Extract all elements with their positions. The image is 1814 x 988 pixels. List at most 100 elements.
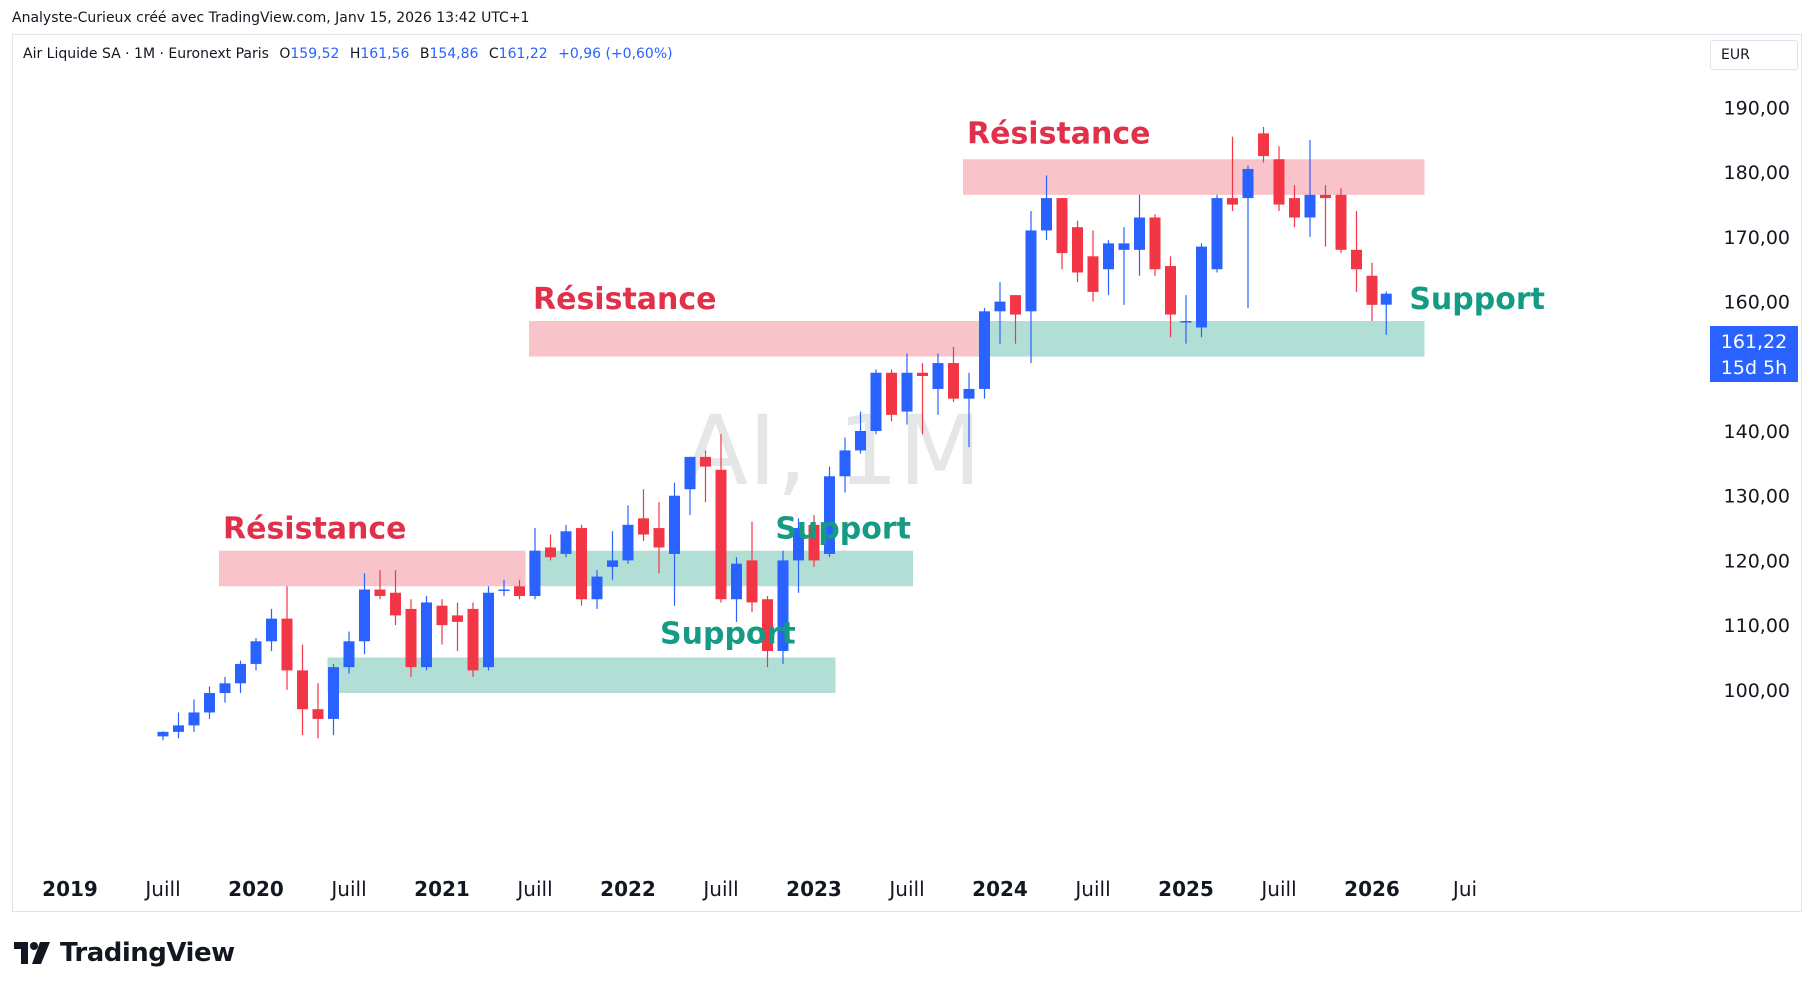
time-tick-label: 2020 [228,877,284,901]
candle [963,372,975,448]
candles-layer [157,126,1392,741]
candle [374,570,386,600]
candle-body [188,712,200,726]
candle-body [483,592,494,668]
candle-body [436,605,448,626]
chart-credit: Analyste-Curieux créé avec TradingView.c… [12,10,530,26]
candle [467,602,479,677]
candle-body [948,363,959,399]
candle [793,518,804,593]
candle-body [498,589,510,592]
candle [1134,194,1145,276]
candle [297,644,308,736]
candle-body [638,518,649,535]
candle [498,579,510,596]
candle [188,699,200,732]
candle-body [281,618,293,671]
chart-panel[interactable] [12,34,1802,912]
candle-body [994,301,1006,312]
candle-body [328,667,339,719]
candle-body [1041,198,1052,231]
candle-body [312,709,324,719]
close-value: 161,22 [498,46,548,62]
candle [312,683,324,739]
candle [1320,185,1331,247]
candle [1103,240,1114,296]
candle [886,369,897,422]
candle [1025,211,1037,364]
candle-body [1335,194,1347,250]
candle [591,570,603,609]
candle-body [374,589,386,596]
candle-body [1149,217,1161,270]
candle [1380,291,1392,335]
last-price-value: 161,22 [1721,331,1787,353]
candle-body [359,589,370,642]
price-tick-label: 130,00 [1724,486,1790,508]
time-tick-label: Juill [143,877,180,901]
price-axis[interactable]: 100,00110,00120,00130,00140,00150,00160,… [1724,98,1790,702]
candle [684,456,696,516]
candle [1211,194,1223,273]
candle-body [219,683,231,694]
candle-body [715,469,727,600]
candle [839,437,851,493]
candle [576,524,587,606]
candle [994,282,1006,344]
bar-countdown: 15d 5h [1721,357,1787,379]
candle [808,515,820,567]
candle-body [1196,246,1207,328]
candle [529,528,541,600]
change-value: +0,96 (+0,60%) [558,46,673,62]
candle-body [1273,159,1285,205]
candle [700,450,711,503]
candle-body [452,615,463,622]
time-axis[interactable]: 2019 Juill 2020 Juill 2021 Juill 2022 Juill 2023… [42,877,1477,901]
candle-body [622,524,634,561]
candle-body [591,576,603,600]
symbol-description: Air Liquide SA · 1M · Euronext Paris [23,46,269,62]
candle [901,353,913,425]
price-tick-label: 100,00 [1724,680,1790,702]
time-tick-label: Juill [329,877,366,901]
candle [979,308,990,399]
ohlc-legend[interactable]: Air Liquide SA · 1M · Euronext Paris O15… [23,46,673,62]
candle-body [932,363,944,389]
price-tick-label: 140,00 [1724,421,1790,443]
candle-body [669,495,680,554]
candle-body [1380,293,1392,305]
footer-brand[interactable]: TradingView [14,938,235,968]
candle-body [1351,249,1362,270]
candle [1242,165,1254,309]
candle [281,586,293,690]
candle [870,369,882,435]
candle-body [746,560,758,603]
candle [1010,295,1021,344]
close-label: C [488,46,499,62]
support-zone-label: Support [1409,282,1545,317]
low-value: 154,86 [429,46,479,62]
candle [219,676,231,703]
currency-selector[interactable]: EUR [1710,40,1798,70]
candle-body [762,599,773,651]
open-value: 159,52 [290,46,340,62]
resistance-zone-label: Résistance [223,512,407,547]
candle-body [808,524,820,561]
candle [715,434,727,603]
candle-body [1087,256,1099,292]
candle-body [1134,217,1145,250]
candle [266,608,277,651]
resistance-zone-label: Résistance [967,116,1151,151]
candle [328,663,339,736]
low-label: B [419,46,430,62]
candle-body [1211,198,1223,270]
time-tick-label: 2025 [1158,877,1214,901]
open-label: O [279,46,291,62]
candle [746,521,758,613]
candle [452,602,463,651]
candle [1289,185,1300,228]
candle-body [777,560,789,651]
candle [421,595,432,671]
candle [1196,243,1207,338]
